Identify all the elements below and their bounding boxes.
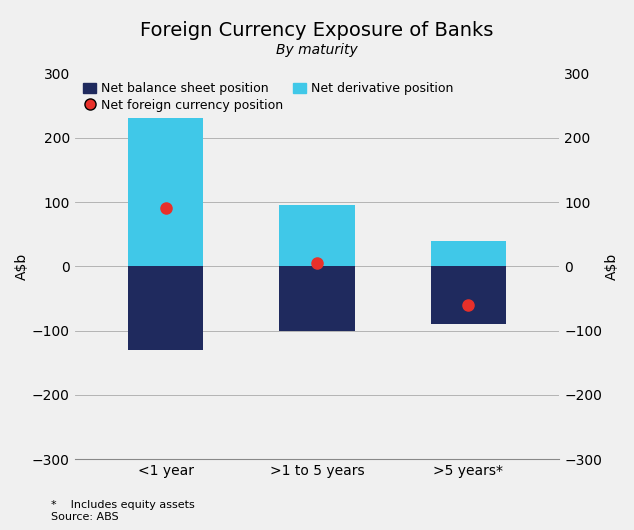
- Text: *    Includes equity assets
Source: ABS: * Includes equity assets Source: ABS: [51, 500, 195, 522]
- Y-axis label: A$b: A$b: [605, 253, 619, 280]
- Bar: [127, 266, 204, 350]
- Bar: [430, 241, 507, 266]
- Bar: [279, 205, 355, 266]
- Text: By maturity: By maturity: [276, 43, 358, 57]
- Bar: [279, 266, 355, 331]
- Bar: [430, 266, 507, 324]
- Bar: [127, 119, 204, 266]
- Y-axis label: A$b: A$b: [15, 253, 29, 280]
- Legend: Net balance sheet position, Net foreign currency position, Net derivative positi: Net balance sheet position, Net foreign …: [81, 80, 455, 114]
- Title: Foreign Currency Exposure of Banks
By maturity: Foreign Currency Exposure of Banks By ma…: [0, 529, 1, 530]
- Text: Foreign Currency Exposure of Banks: Foreign Currency Exposure of Banks: [140, 21, 494, 40]
